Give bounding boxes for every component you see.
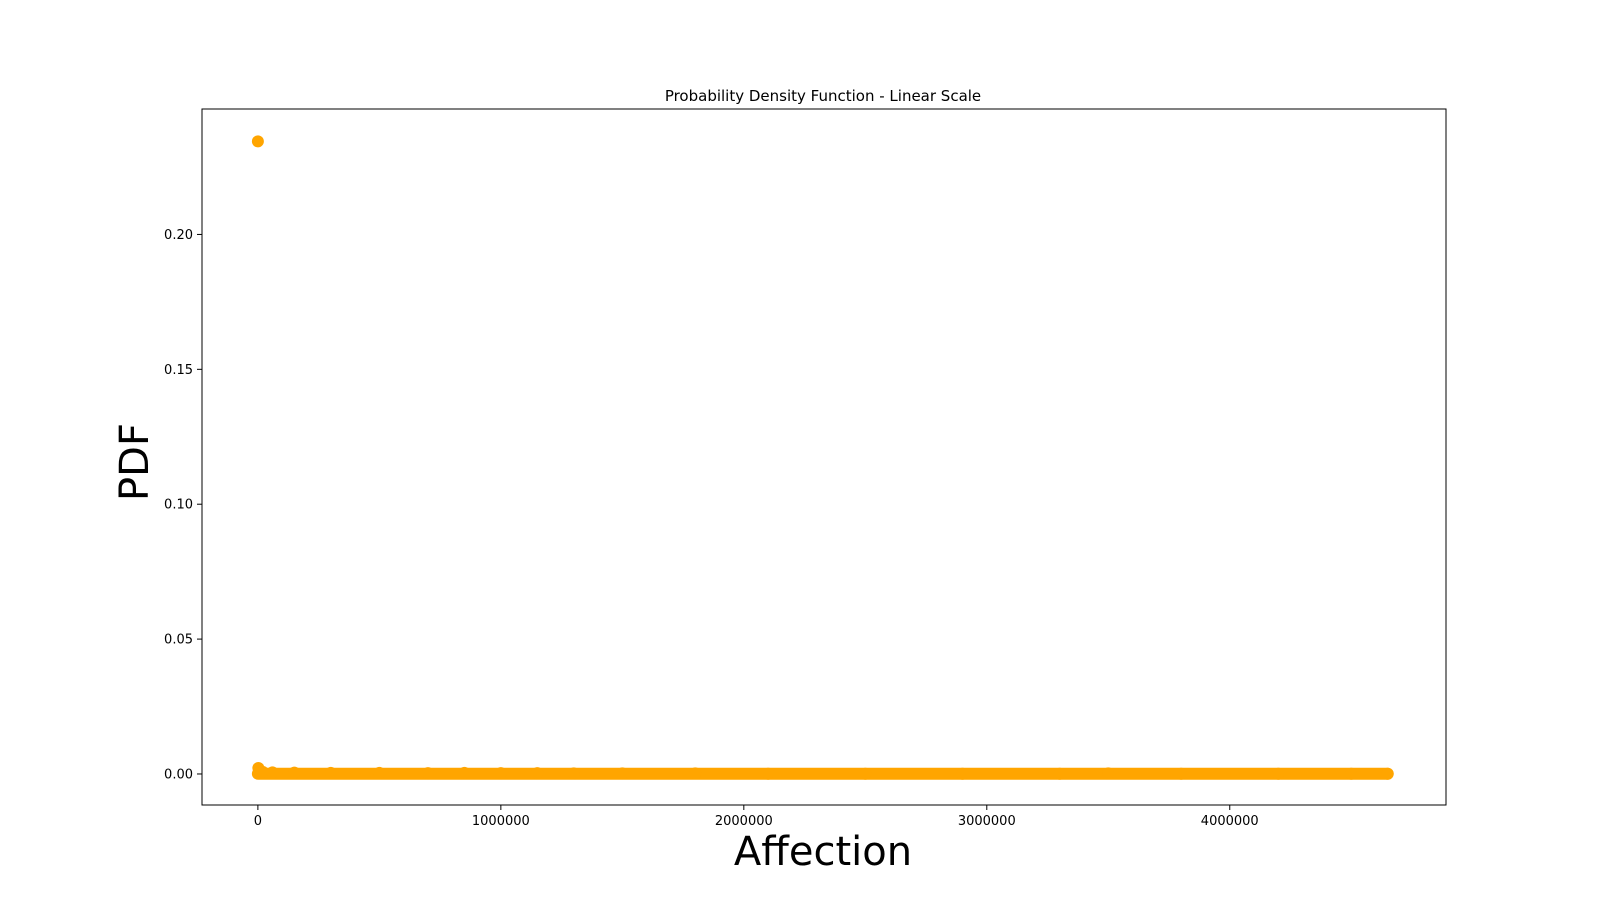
data-point	[567, 767, 580, 780]
x-axis-ticks: 0 1000000 2000000 3000000 4000000	[254, 805, 1259, 829]
data-point	[256, 765, 269, 778]
y-tick-label: 0.05	[164, 633, 193, 648]
data-point	[689, 767, 702, 780]
x-tick-label: 1000000	[472, 814, 530, 829]
data-point	[373, 766, 386, 779]
data-point	[421, 767, 434, 780]
y-tick-label: 0.15	[164, 363, 193, 378]
y-axis-label: PDF	[112, 423, 158, 501]
data-point	[956, 767, 969, 780]
x-tick-label: 0	[254, 814, 262, 829]
data-point	[1053, 767, 1066, 780]
data-point	[762, 767, 775, 780]
data-point	[251, 135, 264, 148]
data-point	[1381, 767, 1394, 780]
x-tick-label: 3000000	[958, 814, 1016, 829]
data-point	[288, 766, 301, 779]
x-tick-label: 2000000	[715, 814, 773, 829]
data-point	[1102, 767, 1115, 780]
x-tick-label: 4000000	[1201, 814, 1259, 829]
data-point	[616, 767, 629, 780]
data-point	[1272, 767, 1285, 780]
y-tick-label: 0.20	[164, 228, 193, 243]
x-axis-label: Affection	[734, 829, 912, 875]
data-point	[531, 767, 544, 780]
y-tick-label: 0.10	[164, 498, 193, 513]
data-point	[266, 766, 279, 779]
y-tick-label: 0.00	[164, 767, 193, 782]
data-point	[1175, 767, 1188, 780]
data-point	[1345, 767, 1358, 780]
data-point	[494, 767, 507, 780]
data-point	[458, 766, 471, 779]
data-point	[859, 767, 872, 780]
chart-title: Probability Density Function - Linear Sc…	[665, 87, 981, 105]
y-axis-ticks: 0.00 0.05 0.10 0.15 0.20	[164, 228, 202, 782]
scatter-points	[251, 135, 1394, 780]
data-point	[324, 766, 337, 779]
plot-frame	[201, 108, 1447, 806]
